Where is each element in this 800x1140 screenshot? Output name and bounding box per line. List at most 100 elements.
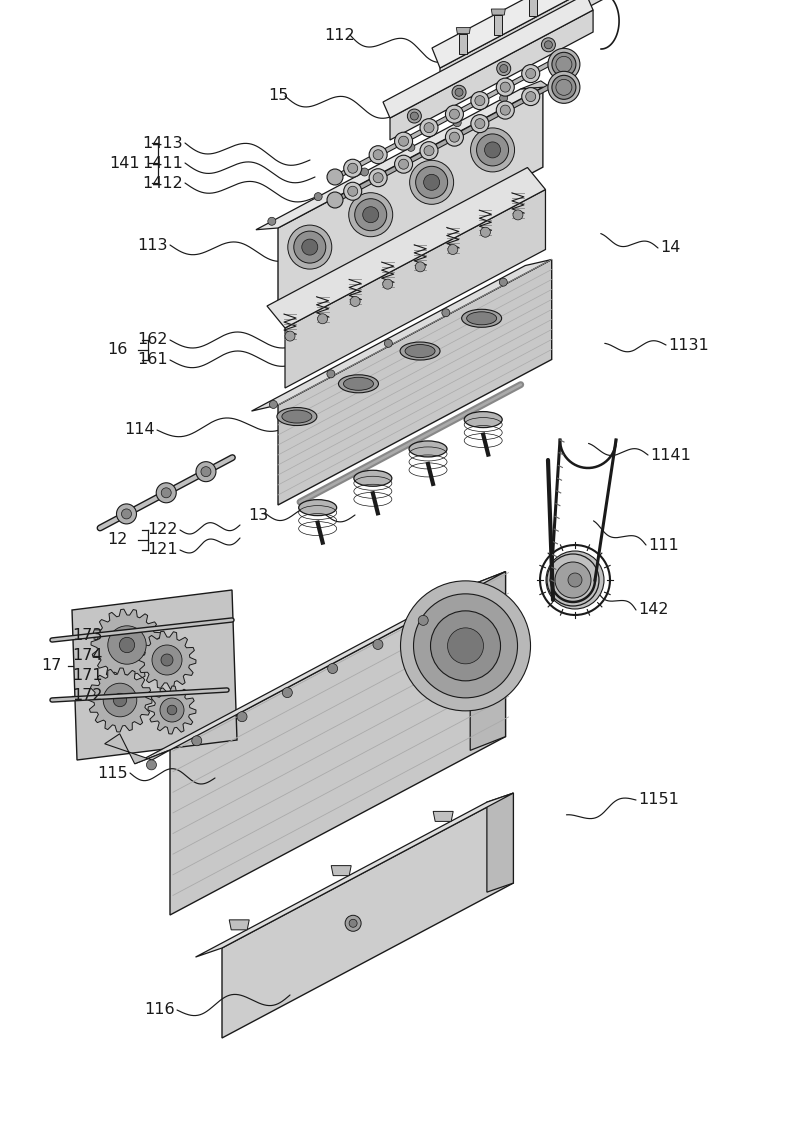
Circle shape [552, 52, 576, 76]
Circle shape [349, 193, 393, 237]
Circle shape [349, 919, 357, 927]
Circle shape [545, 41, 553, 49]
Circle shape [475, 119, 485, 129]
Circle shape [500, 105, 510, 115]
Circle shape [526, 91, 536, 101]
Circle shape [424, 123, 434, 132]
Circle shape [161, 654, 173, 666]
Circle shape [350, 296, 360, 307]
Circle shape [424, 174, 440, 190]
Text: 1412: 1412 [142, 176, 183, 190]
Text: 142: 142 [638, 603, 669, 618]
Circle shape [362, 206, 378, 222]
Circle shape [415, 262, 426, 271]
Polygon shape [278, 260, 552, 505]
Ellipse shape [282, 410, 312, 423]
Text: 14: 14 [660, 241, 680, 255]
Circle shape [394, 132, 413, 150]
Circle shape [556, 56, 572, 72]
Circle shape [547, 554, 599, 606]
Text: 1411: 1411 [142, 155, 183, 171]
Circle shape [420, 141, 438, 160]
Polygon shape [134, 571, 506, 764]
Circle shape [410, 161, 454, 204]
Circle shape [288, 225, 332, 269]
Circle shape [548, 72, 580, 104]
Polygon shape [222, 793, 514, 1039]
Ellipse shape [409, 441, 447, 457]
Circle shape [156, 482, 176, 503]
Text: 161: 161 [138, 352, 168, 367]
Polygon shape [491, 9, 506, 15]
Circle shape [327, 192, 343, 207]
Circle shape [556, 80, 572, 96]
Polygon shape [494, 15, 502, 35]
Circle shape [167, 706, 177, 715]
Text: 122: 122 [147, 522, 178, 537]
Ellipse shape [338, 375, 378, 393]
Polygon shape [170, 571, 506, 915]
Ellipse shape [466, 312, 497, 325]
Circle shape [152, 645, 182, 675]
Circle shape [424, 146, 434, 156]
Text: 173: 173 [73, 628, 103, 643]
Polygon shape [72, 591, 237, 760]
Text: 1413: 1413 [142, 136, 183, 150]
Circle shape [471, 115, 489, 132]
Text: 111: 111 [648, 537, 678, 553]
Polygon shape [230, 920, 250, 930]
Text: 112: 112 [325, 28, 355, 43]
Circle shape [522, 88, 540, 106]
Circle shape [568, 573, 582, 587]
Circle shape [513, 210, 523, 220]
Ellipse shape [277, 407, 317, 425]
Circle shape [555, 562, 591, 598]
Polygon shape [251, 260, 552, 412]
Polygon shape [138, 632, 196, 689]
Polygon shape [105, 734, 170, 764]
Circle shape [416, 166, 448, 198]
Text: 1141: 1141 [650, 448, 691, 463]
Circle shape [446, 128, 463, 146]
Circle shape [497, 62, 510, 75]
Circle shape [117, 504, 137, 524]
Circle shape [327, 169, 343, 185]
Text: 121: 121 [147, 543, 178, 557]
Circle shape [442, 309, 450, 317]
Text: 17: 17 [42, 659, 62, 674]
Text: 174: 174 [73, 649, 103, 663]
Circle shape [448, 244, 458, 254]
Circle shape [373, 149, 383, 160]
Circle shape [430, 611, 501, 681]
Circle shape [418, 616, 428, 626]
Circle shape [344, 182, 362, 201]
Circle shape [314, 193, 322, 201]
Polygon shape [285, 189, 546, 388]
Polygon shape [440, 0, 634, 86]
Polygon shape [433, 812, 453, 822]
Polygon shape [530, 0, 538, 16]
Circle shape [285, 331, 295, 341]
Circle shape [450, 132, 459, 142]
Circle shape [348, 186, 358, 196]
Polygon shape [456, 27, 470, 33]
Circle shape [542, 38, 555, 51]
Polygon shape [487, 793, 514, 893]
Circle shape [475, 96, 485, 106]
Circle shape [369, 169, 387, 187]
Circle shape [496, 79, 514, 96]
Circle shape [470, 128, 514, 172]
Circle shape [407, 144, 415, 152]
Circle shape [348, 163, 358, 173]
Circle shape [410, 112, 418, 120]
Text: 114: 114 [124, 423, 155, 438]
Circle shape [455, 88, 463, 96]
Circle shape [480, 227, 490, 237]
Polygon shape [331, 865, 351, 876]
Circle shape [373, 173, 383, 182]
Polygon shape [470, 571, 506, 750]
Circle shape [146, 760, 157, 770]
Ellipse shape [405, 344, 435, 358]
Circle shape [237, 711, 247, 722]
Circle shape [103, 683, 137, 717]
